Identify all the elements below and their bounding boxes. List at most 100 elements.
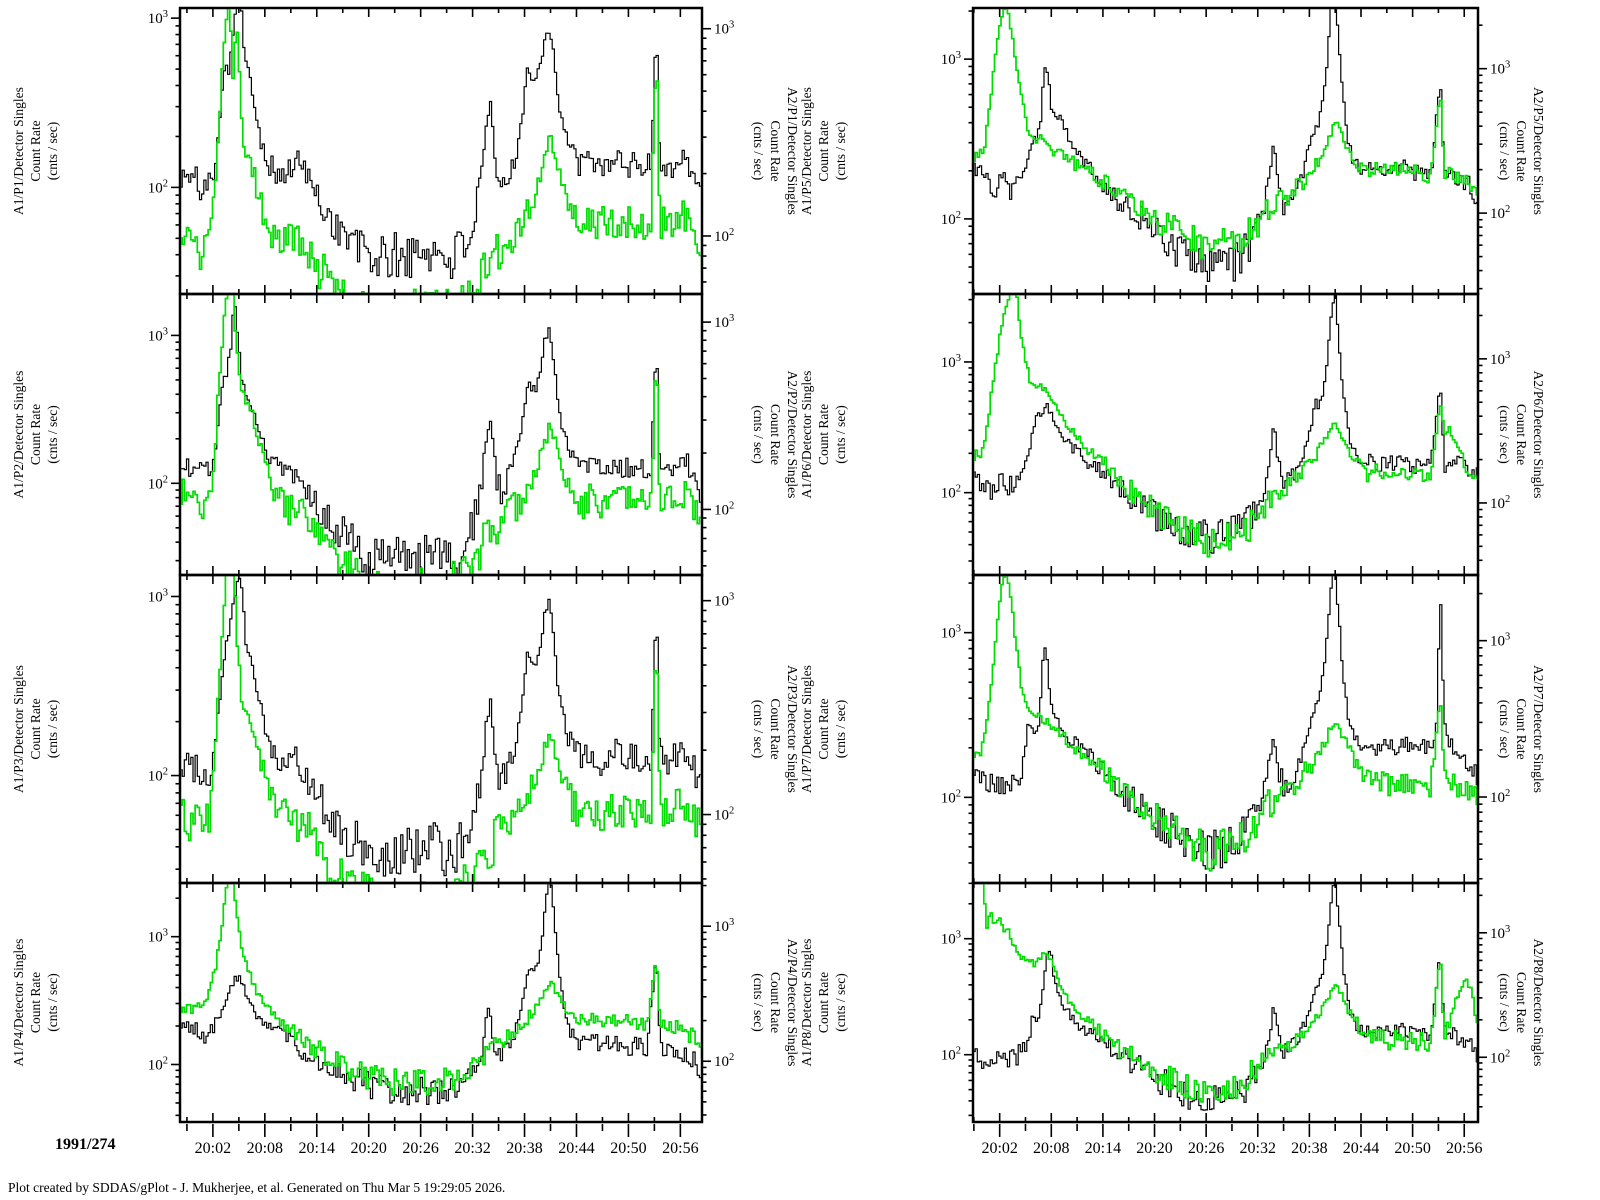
y-tick-label: 103 [941,624,961,642]
y-tick-label: 102 [148,767,168,785]
series-A2-P1 [181,9,701,293]
y-ticks-left-P2 [171,334,180,562]
series-A1-P5 [974,9,1477,282]
axis-label-right-P8-line: Count Rate [1514,972,1529,1033]
series-A1-P3 [181,577,701,877]
y-tick-label: 103 [714,592,734,610]
y-tick-label: 103 [714,313,734,331]
axis-label-right-P8-line: (cnts / sec) [1497,973,1512,1031]
y-tick-label: 102 [714,500,734,518]
series-A2-P5 [974,9,1477,260]
time-tick-label: 20:44 [558,1140,594,1157]
series-A2-P8 [982,884,1477,1103]
y-ticks-right-P4 [702,884,711,1116]
time-axis-col0: 20:02 20:08 20:14 20:20 20:26 20:32 20:38 20:44… [186,1124,699,1157]
axis-label-left-P5-line: Count Rate [816,120,831,181]
axis-label-right-P3-line: (cnts / sec) [751,700,766,758]
y-ticks-left-P7 [964,582,973,864]
axis-label-left-P3: A1/P3/Detector Singles Count Rate (cnts / … [11,665,60,793]
axis-label-left-P7-line: A1/P7/Detector Singles [799,665,814,793]
date-label: 1991/274 [55,1136,116,1153]
time-tick-label: 20:26 [1188,1140,1224,1157]
time-tick-label: 20:26 [402,1140,438,1157]
time-tick-label: 20:56 [1446,1140,1482,1157]
axis-label-right-P4-line: Count Rate [768,972,783,1033]
y-ticks-left-P5 [964,10,973,284]
panel-border-P2 [178,292,704,577]
axis-label-right-P2-line: A2/P2/Detector Singles [785,371,800,499]
series-A1-P6 [974,295,1477,554]
y-ticks-left-P3 [171,595,180,870]
time-tick-label: 20:08 [1033,1140,1069,1157]
series-A2-P3 [181,576,701,882]
axis-label-right-P8-line: A2/P8/Detector Singles [1531,939,1546,1067]
y-tick-label: 102 [1490,494,1510,512]
series-A2-P2 [181,295,701,574]
x-ticks-P5 [973,8,1466,294]
axis-label-left-P4-line: (cnts / sec) [45,973,60,1031]
y-tick-label: 102 [1490,204,1510,222]
y-tick-label: 103 [714,20,734,38]
axis-label-left-P3-line: A1/P3/Detector Singles [11,665,26,793]
y-ticks-right-P8 [1478,894,1487,1108]
x-ticks-P2 [186,294,682,575]
series-A1-P1 [181,9,701,279]
axis-label-left-P6-line: (cnts / sec) [833,405,848,463]
time-tick-label: 20:32 [1240,1140,1276,1157]
series-A2-P6 [974,295,1477,558]
axis-label-right-P5-line: Count Rate [1514,120,1529,181]
x-ticks-P8 [973,883,1466,1122]
y-tick-label: 103 [148,587,168,605]
axis-label-left-P2-line: (cnts / sec) [45,405,60,463]
x-ticks-P4 [186,883,682,1122]
axis-label-left-P7: A1/P7/Detector Singles Count Rate (cnts / … [799,665,848,793]
y-tick-label: 103 [1490,924,1510,942]
axis-label-left-P2-line: Count Rate [28,404,43,465]
y-ticks-left-P1 [171,17,180,277]
time-tick-label: 20:02 [195,1140,231,1157]
axis-label-right-P4-line: A2/P4/Detector Singles [785,939,800,1067]
axis-label-left-P6-line: A1/P6/Detector Singles [799,371,814,499]
time-tick-label: 20:02 [981,1140,1017,1157]
x-ticks-P7 [973,575,1466,883]
axis-label-left-P8: A1/P8/Detector Singles Count Rate (cnts / … [799,939,848,1067]
y-tick-label: 103 [1490,632,1510,650]
axis-label-right-P6-line: A2/P6/Detector Singles [1531,371,1546,499]
panel-border-P6 [971,292,1480,577]
time-tick-label: 20:38 [506,1140,542,1157]
series-A1-P2 [181,306,701,574]
y-tick-label: 103 [148,9,168,27]
time-tick-label: 20:20 [350,1140,386,1157]
axis-label-left-P5: A1/P5/Detector Singles Count Rate (cnts / … [799,87,848,215]
time-tick-label: 20:56 [662,1140,698,1157]
y-ticks-left-P4 [171,897,180,1117]
y-ticks-left-P6 [964,298,973,562]
axis-label-left-P5-line: A1/P5/Detector Singles [799,87,814,215]
axis-label-left-P7-line: (cnts / sec) [833,700,848,758]
y-ticks-right-P3 [702,599,711,880]
axis-label-right-P3-line: A2/P3/Detector Singles [785,665,800,793]
y-tick-label: 102 [941,484,961,502]
time-tick-label: 20:14 [1085,1140,1121,1157]
panel-border-P4 [178,881,704,1124]
time-tick-label: 20:14 [299,1140,335,1157]
y-tick-label: 102 [1490,1048,1510,1066]
time-axis-ticks-col1 [973,1124,1466,1137]
y-tick-label: 102 [941,788,961,806]
y-tick-label: 102 [941,1046,961,1064]
axis-label-right-P3-line: Count Rate [768,698,783,759]
y-ticks-right-P1 [702,27,711,283]
y-ticks-right-P5 [1478,24,1487,290]
axis-label-left-P5-line: (cnts / sec) [833,122,848,180]
axis-label-right-P1-line: A2/P1/Detector Singles [785,87,800,215]
y-tick-label: 102 [148,1055,168,1073]
y-tick-label: 102 [1490,788,1510,806]
y-ticks-right-P2 [702,321,711,567]
